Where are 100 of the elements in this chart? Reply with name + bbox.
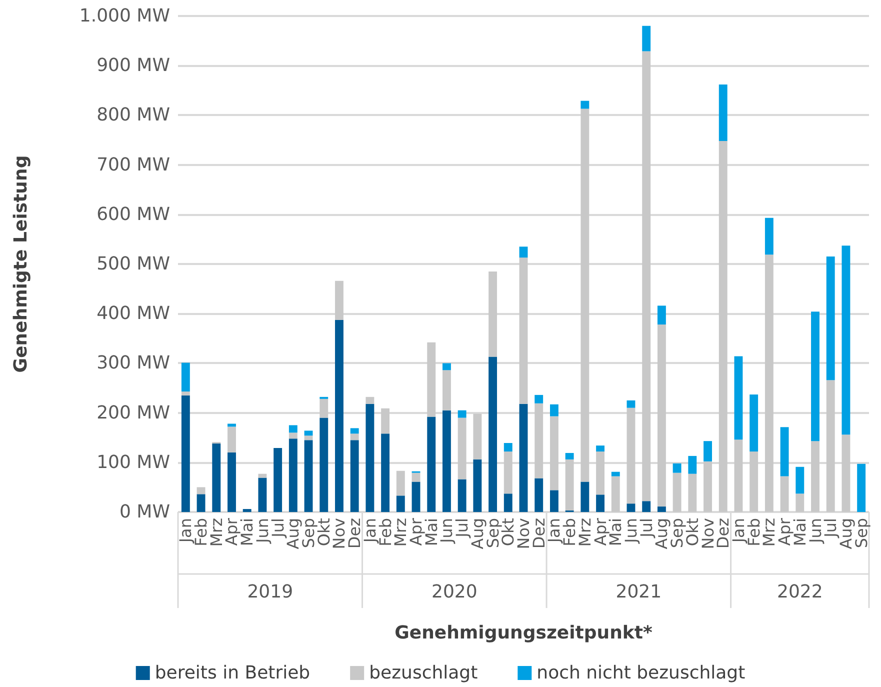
legend-label: noch nicht bezuschlagt [536,662,746,684]
bar [657,306,666,325]
bar [412,472,420,482]
y-tick-label: 400 MW [96,303,170,324]
bar [519,246,528,258]
bar [519,258,528,404]
bar [228,424,236,427]
bar [718,84,728,141]
y-tick-label: 900 MW [96,55,170,76]
bar [857,464,866,512]
bar [212,444,221,512]
bar [366,396,374,404]
bar [288,425,298,433]
bar [381,408,390,434]
bar [780,476,789,512]
bar [596,494,604,512]
bar [258,474,267,478]
bar [626,408,636,504]
bar [258,478,267,512]
bar [550,404,558,416]
y-axis-title: Genehmigte Leistung [10,155,32,373]
bar [458,418,466,480]
bar [580,108,590,482]
bar [473,414,482,460]
y-tick-label: 500 MW [96,254,170,274]
bar [811,441,820,512]
bar [580,482,590,512]
bar [488,356,498,512]
bar [304,436,313,440]
bar [228,426,236,452]
bar [642,26,651,52]
bar [626,400,636,408]
y-tick-label: 0 MW [119,502,170,522]
bar [288,432,298,439]
bar [550,490,558,512]
y-tick-label: 800 MW [96,104,170,126]
bar [396,470,405,496]
bar [427,342,436,417]
bar [611,476,620,512]
bar [181,362,190,392]
bar [580,100,590,109]
bar [550,416,558,490]
bar [335,320,344,512]
bar [504,494,512,512]
bar [504,443,512,452]
bar [534,478,544,512]
bar [764,218,774,255]
bar [811,312,820,442]
bar [381,434,390,512]
bar [596,446,604,452]
bar [688,474,697,512]
x-tick-label: Jan [176,518,196,544]
bar [596,451,604,495]
bar [304,430,313,436]
bar [335,280,344,320]
bar [734,356,743,440]
x-axis-title: Genehmigungszeitpunkt* [394,622,653,644]
text: 2021 [616,582,662,602]
bar [750,451,758,512]
bar [611,472,620,476]
bar [504,451,512,494]
bar [242,509,252,512]
bar [704,441,712,462]
legend-label: bereits in Betrieb [154,662,310,684]
bar [750,394,758,452]
bar [796,466,804,494]
bar [534,394,544,404]
bar [442,410,451,512]
bar [196,494,206,512]
legend-label: bezuschlagt [369,662,478,684]
bar [274,448,282,512]
bar [842,434,850,512]
bar [181,395,190,512]
bar [181,391,190,396]
bar [288,438,298,512]
bar [396,496,405,512]
bar [734,440,743,512]
bar [320,398,328,418]
text: 2022 [776,582,823,602]
bar [427,416,436,512]
bar [672,463,682,473]
bar [350,434,359,440]
bar [304,440,313,512]
bar [565,459,574,511]
text: 2020 [431,582,478,602]
bar [796,494,804,512]
bar [458,410,466,418]
bar [718,140,728,512]
y-tick-label: 700 MW [96,154,170,176]
bar [826,256,835,380]
bar [350,440,359,512]
bar [196,487,206,494]
bar [688,456,697,474]
bar [764,254,774,512]
bar [534,403,544,478]
y-tick-label: 100 MW [96,452,170,473]
bar [672,472,682,512]
bar [657,506,666,512]
bar [488,271,498,357]
bar [826,380,835,512]
